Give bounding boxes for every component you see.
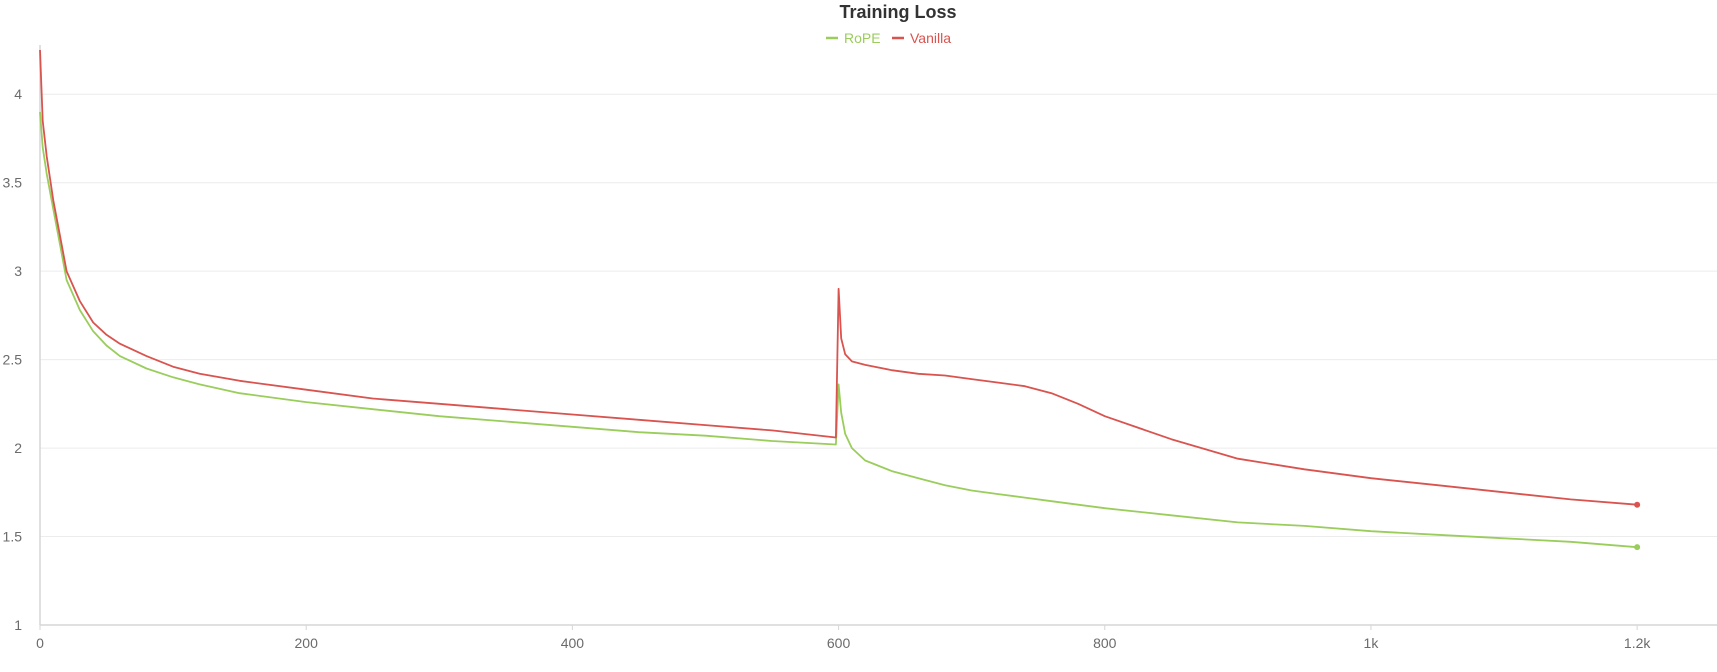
tick-labels: 1 1.5 2 2.5 3 3.5 4 0 200 400 600 800 1k 1.2k <box>3 86 1652 651</box>
x-tick-label: 800 <box>1093 635 1117 651</box>
y-tick-label: 4 <box>14 86 22 102</box>
axes <box>39 45 1717 630</box>
x-tick-label: 200 <box>295 635 319 651</box>
x-tick-label: 600 <box>827 635 851 651</box>
legend-label: RoPE <box>844 30 881 46</box>
series-endpoint-rope[interactable] <box>1634 544 1641 551</box>
gridlines <box>40 93 1717 538</box>
y-tick-label: 2.5 <box>3 352 23 368</box>
legend-label: Vanilla <box>910 30 951 46</box>
series-lines[interactable] <box>39 49 1641 551</box>
x-tick-label: 1k <box>1364 635 1380 651</box>
chart-title: Training Loss <box>839 2 956 22</box>
series-line-vanilla[interactable] <box>39 49 1638 506</box>
legend-item-rope[interactable]: RoPE <box>826 30 881 46</box>
y-tick-label: 2 <box>14 440 22 456</box>
legend[interactable]: RoPE Vanilla <box>826 30 951 46</box>
y-tick-label: 1.5 <box>3 529 23 545</box>
x-tick-label: 1.2k <box>1624 635 1651 651</box>
legend-item-vanilla[interactable]: Vanilla <box>892 30 951 46</box>
series-line-rope[interactable] <box>39 111 1638 549</box>
y-tick-label: 3 <box>14 263 22 279</box>
y-tick-label: 1 <box>14 617 22 633</box>
x-tick-label: 0 <box>36 635 44 651</box>
y-tick-label: 3.5 <box>3 175 23 191</box>
x-tick-label: 400 <box>561 635 585 651</box>
series-endpoint-vanilla[interactable] <box>1634 501 1641 508</box>
